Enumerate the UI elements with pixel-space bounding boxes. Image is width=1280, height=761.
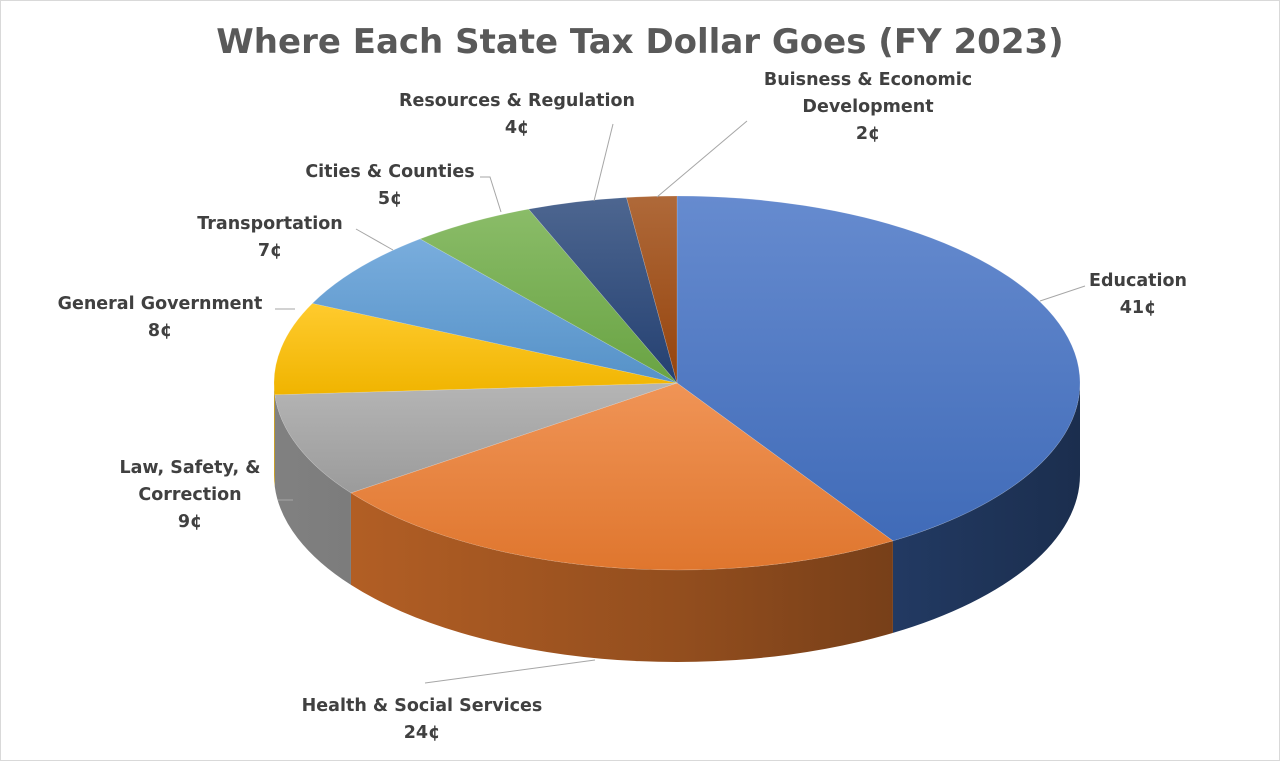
pie-side-2 [274,394,351,585]
chart-title: Where Each State Tax Dollar Goes (FY 202… [216,22,1064,62]
pie-slice-0 [676,195,1081,542]
pie-slice-6 [528,197,678,384]
slice-value-5: 5¢ [378,189,402,209]
pie-slice-2 [274,382,678,494]
slice-label-2-line-1: Correction [138,485,241,505]
pie-side-0 [892,383,1080,633]
slice-value-2: 9¢ [178,512,202,532]
pie-slices [273,195,1081,571]
slice-value-1: 24¢ [404,723,441,743]
slice-value-7: 2¢ [856,124,880,144]
pie-side-3 [274,383,275,487]
slice-label-7-line-0: Buisness & Economic [764,70,972,90]
data-labels: Education 41¢ Health & Social Services 24¢ L… [58,70,1187,743]
pie-slice-5 [419,208,678,384]
leader-line-1 [424,659,596,684]
slice-label-7-line-1: Development [802,97,933,117]
leader-line-0 [1039,285,1086,302]
leader-line-4 [355,228,394,251]
slice-value-0: 41¢ [1120,298,1157,318]
pie-slice-3 [273,303,678,396]
pie-sides [274,383,1080,662]
slice-value-4: 7¢ [258,241,282,261]
slice-label-2-line-0: Law, Safety, & [119,458,260,478]
pie-slice-7 [626,195,678,384]
slice-label-6: Resources & Regulation [399,91,635,111]
leader-line-6 [593,123,614,202]
leader-lines [275,120,1086,684]
slice-label-4: Transportation [197,214,343,234]
slice-label-1: Health & Social Services [302,696,543,716]
slice-label-3: General Government [58,294,263,314]
slice-label-0: Education [1089,271,1187,291]
slice-label-5: Cities & Counties [305,162,474,182]
pie-slice-4 [311,238,678,384]
slice-value-3: 8¢ [148,321,172,341]
pie-slice-1 [350,382,894,571]
leader-line-5 [480,176,502,213]
slice-value-6: 4¢ [505,118,529,138]
leader-line-7 [656,120,748,198]
pie-side-1 [350,492,893,662]
